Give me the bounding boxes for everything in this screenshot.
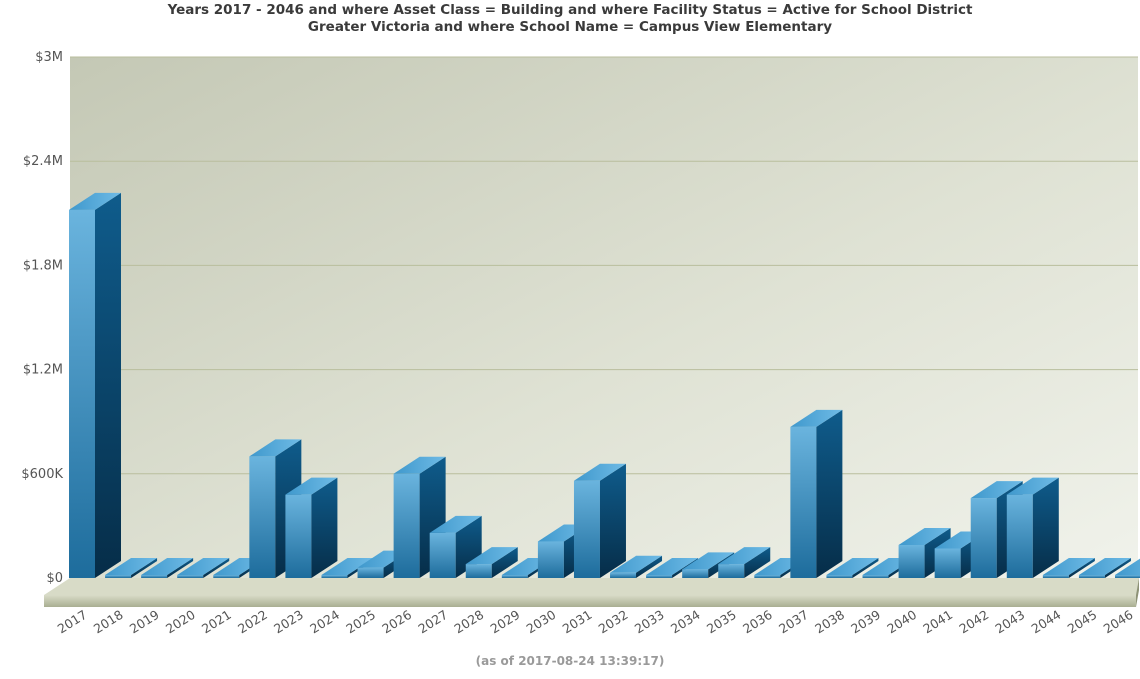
bar-front bbox=[718, 564, 744, 578]
bar-front bbox=[935, 548, 961, 578]
y-tick-label: $2.4M bbox=[23, 154, 63, 169]
bar-front bbox=[69, 210, 95, 578]
x-tick-label: 2032 bbox=[596, 607, 631, 637]
floor-top bbox=[44, 578, 1139, 595]
bar-2017 bbox=[69, 193, 121, 578]
x-tick-label: 2041 bbox=[920, 607, 955, 637]
x-tick-label: 2035 bbox=[704, 607, 739, 637]
bar-side bbox=[600, 464, 626, 578]
bar-2043 bbox=[1007, 478, 1059, 578]
x-tick-label: 2029 bbox=[487, 607, 522, 637]
bar-front bbox=[682, 569, 708, 578]
x-tick-label: 2023 bbox=[271, 607, 306, 637]
bar-front bbox=[790, 427, 816, 578]
bar-front bbox=[1079, 575, 1105, 578]
bar-front bbox=[574, 481, 600, 578]
x-tick-label: 2039 bbox=[848, 607, 883, 637]
y-tick-label: $3M bbox=[35, 50, 63, 65]
x-tick-label: 2026 bbox=[379, 607, 414, 637]
bar-front bbox=[141, 575, 167, 578]
bar-front bbox=[358, 568, 384, 578]
bar-front bbox=[538, 542, 564, 578]
x-tick-label: 2021 bbox=[199, 607, 234, 637]
bar-front bbox=[1115, 575, 1140, 578]
bar-front bbox=[430, 533, 456, 578]
x-tick-label: 2042 bbox=[956, 607, 991, 637]
x-tick-label: 2025 bbox=[343, 607, 378, 637]
x-tick-label: 2040 bbox=[884, 607, 919, 637]
x-tick-label: 2028 bbox=[451, 607, 486, 637]
bar-front bbox=[646, 575, 672, 578]
x-tick-label: 2036 bbox=[740, 607, 775, 637]
bar-2023 bbox=[285, 478, 337, 578]
bar-front bbox=[213, 575, 239, 578]
x-tick-label: 2044 bbox=[1029, 607, 1064, 637]
bar-front bbox=[249, 456, 275, 578]
y-tick-label: $1.8M bbox=[23, 258, 63, 273]
bar-front bbox=[1043, 575, 1069, 578]
x-tick-label: 2043 bbox=[992, 607, 1027, 637]
x-tick-label: 2024 bbox=[307, 607, 342, 637]
floor-front bbox=[44, 595, 1136, 607]
x-axis-tick-labels: 2017 2018 2019 2020 2021 2022 2023 2024 2025 2026… bbox=[55, 607, 1136, 637]
bar-front bbox=[754, 575, 780, 578]
x-tick-label: 2030 bbox=[524, 607, 559, 637]
x-tick-label: 2045 bbox=[1065, 607, 1100, 637]
bar-side bbox=[1033, 478, 1059, 578]
bar-front bbox=[285, 495, 311, 578]
x-tick-label: 2046 bbox=[1101, 607, 1136, 637]
x-tick-label: 2020 bbox=[163, 607, 198, 637]
bar-front bbox=[899, 545, 925, 578]
bar-front bbox=[105, 575, 131, 578]
bar-front bbox=[610, 573, 636, 578]
x-tick-label: 2038 bbox=[812, 607, 847, 637]
bar-front bbox=[863, 575, 889, 578]
bar-2031 bbox=[574, 464, 626, 578]
bar-front bbox=[394, 474, 420, 578]
y-tick-label: $1.2M bbox=[23, 363, 63, 378]
x-tick-label: 2027 bbox=[415, 607, 450, 637]
x-tick-label: 2017 bbox=[55, 607, 90, 637]
x-tick-label: 2022 bbox=[235, 607, 270, 637]
x-tick-label: 2034 bbox=[668, 607, 703, 637]
bar-front bbox=[971, 498, 997, 578]
x-tick-label: 2033 bbox=[632, 607, 667, 637]
x-tick-label: 2037 bbox=[776, 607, 811, 637]
y-axis-tick-labels: $0 $600K $1.2M $1.8M $2.4M $3M bbox=[21, 50, 63, 586]
bar-front bbox=[502, 575, 528, 578]
y-tick-label: $0 bbox=[46, 571, 63, 586]
bar-front bbox=[826, 575, 852, 578]
bar-front bbox=[1007, 495, 1033, 578]
as-of-timestamp: (as of 2017-08-24 13:39:17) bbox=[0, 654, 1140, 668]
bar-side bbox=[95, 193, 121, 578]
bar-side bbox=[816, 410, 842, 578]
bar-side bbox=[311, 478, 337, 578]
bar-front bbox=[177, 575, 203, 578]
bar-2037 bbox=[790, 410, 842, 578]
chart-floor bbox=[44, 578, 1139, 607]
y-tick-label: $600K bbox=[21, 467, 63, 482]
x-tick-label: 2019 bbox=[127, 607, 162, 637]
bar-front bbox=[321, 575, 347, 578]
bar-front bbox=[466, 564, 492, 578]
x-tick-label: 2018 bbox=[91, 607, 126, 637]
x-tick-label: 2031 bbox=[560, 607, 595, 637]
